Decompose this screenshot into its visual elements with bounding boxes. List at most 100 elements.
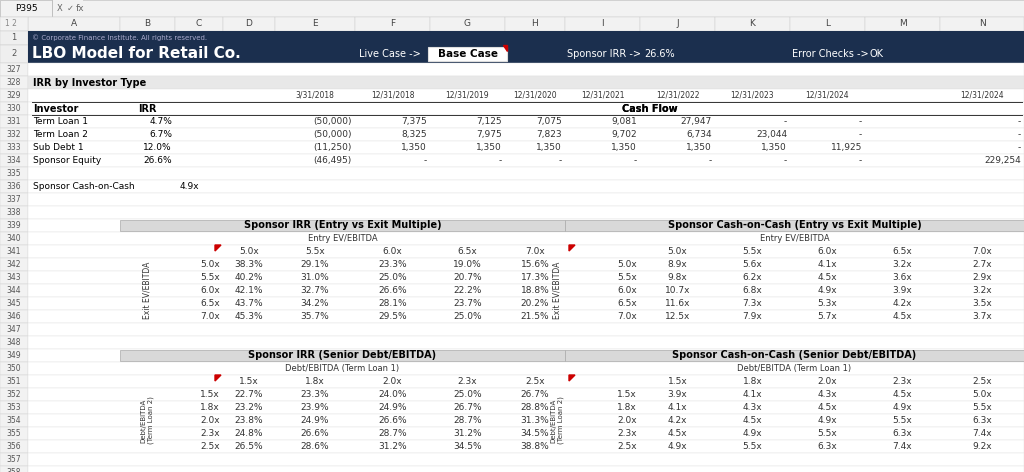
Bar [640, 17, 715, 31]
Text: 4.5x: 4.5x [893, 312, 912, 321]
Text: 2.5x: 2.5x [201, 442, 220, 451]
Text: 8,325: 8,325 [401, 130, 427, 139]
Text: 10.7x: 10.7x [665, 286, 690, 295]
Text: 19.0%: 19.0% [454, 260, 482, 269]
Text: 35.7%: 35.7% [301, 312, 330, 321]
Text: B: B [144, 19, 151, 28]
Bar [0, 115, 28, 128]
Bar [430, 17, 505, 31]
Text: 7.4x: 7.4x [893, 442, 912, 451]
Text: 20.2%: 20.2% [521, 299, 549, 308]
Text: Term Loan 1: Term Loan 1 [33, 117, 88, 126]
Text: 7,075: 7,075 [537, 117, 562, 126]
Text: Sponsor IRR ->: Sponsor IRR -> [567, 49, 641, 59]
Text: 27,947: 27,947 [681, 117, 712, 126]
Bar [0, 154, 28, 167]
Text: (50,000): (50,000) [313, 130, 352, 139]
Text: 2.0x: 2.0x [617, 416, 637, 425]
Bar [0, 271, 28, 284]
Text: G: G [464, 19, 471, 28]
Bar [28, 180, 1024, 193]
Text: 1,350: 1,350 [611, 143, 637, 152]
Text: 347: 347 [7, 325, 22, 334]
Text: (46,495): (46,495) [313, 156, 352, 165]
Text: 26.5%: 26.5% [234, 442, 263, 451]
Text: 31.2%: 31.2% [378, 442, 407, 451]
Bar [865, 17, 940, 31]
Text: 23,044: 23,044 [756, 130, 787, 139]
Text: 338: 338 [7, 208, 22, 217]
Text: 6.5x: 6.5x [458, 247, 477, 256]
Bar [28, 45, 1024, 63]
Text: 26.6%: 26.6% [301, 429, 330, 438]
Text: 6.8x: 6.8x [742, 286, 763, 295]
Text: 26.7%: 26.7% [520, 390, 549, 399]
Text: 348: 348 [7, 338, 22, 347]
Text: 5.0x: 5.0x [201, 260, 220, 269]
Bar [28, 375, 1024, 388]
Text: IRR: IRR [138, 103, 157, 113]
Bar [28, 167, 1024, 180]
Text: 1 2: 1 2 [5, 19, 16, 28]
Text: 8.9x: 8.9x [668, 260, 687, 269]
Bar [28, 297, 1024, 310]
Text: -: - [859, 130, 862, 139]
Bar [0, 414, 28, 427]
Text: 12/31/2020: 12/31/2020 [513, 91, 557, 100]
Text: 334: 334 [7, 156, 22, 165]
Text: 28.1%: 28.1% [378, 299, 407, 308]
Text: Debt/EBITDA
(Term Loan 2): Debt/EBITDA (Term Loan 2) [140, 396, 155, 445]
Text: -: - [1018, 143, 1021, 152]
Text: Debt/EBITDA (Term Loan 1): Debt/EBITDA (Term Loan 1) [737, 364, 852, 373]
Polygon shape [569, 245, 575, 251]
Text: -: - [1018, 130, 1021, 139]
Text: -: - [859, 156, 862, 165]
Bar [275, 103, 1024, 114]
Text: 1.5x: 1.5x [240, 377, 259, 386]
Bar [223, 17, 275, 31]
Text: 5.5x: 5.5x [893, 416, 912, 425]
Bar [0, 141, 28, 154]
Text: 4.7%: 4.7% [150, 117, 172, 126]
Text: 341: 341 [7, 247, 22, 256]
Text: 12.5x: 12.5x [665, 312, 690, 321]
Text: -: - [783, 117, 787, 126]
Bar [120, 17, 175, 31]
Text: 4.9x: 4.9x [818, 416, 838, 425]
Text: 5.5x: 5.5x [817, 429, 838, 438]
Bar [0, 0, 1024, 17]
Bar [0, 193, 28, 206]
Text: 1.8x: 1.8x [305, 377, 325, 386]
Text: 6.0x: 6.0x [617, 286, 637, 295]
Text: 7.4x: 7.4x [972, 429, 992, 438]
Bar [28, 31, 1024, 45]
Text: Sponsor Cash-on-Cash: Sponsor Cash-on-Cash [33, 182, 134, 191]
Text: 26.6%: 26.6% [143, 156, 172, 165]
Text: ✓: ✓ [67, 4, 74, 13]
Text: 5.6x: 5.6x [742, 260, 763, 269]
Bar [715, 17, 790, 31]
Text: 25.0%: 25.0% [378, 273, 407, 282]
Text: Error Checks ->: Error Checks -> [792, 49, 868, 59]
Text: 29.1%: 29.1% [301, 260, 330, 269]
Bar [28, 336, 1024, 349]
Bar [28, 219, 1024, 232]
Text: 34.2%: 34.2% [301, 299, 330, 308]
Text: 6.2x: 6.2x [742, 273, 762, 282]
Bar [565, 350, 1024, 361]
Text: 9.2x: 9.2x [972, 442, 992, 451]
Text: 9,081: 9,081 [611, 117, 637, 126]
Text: Debt/EBITDA (Term Loan 1): Debt/EBITDA (Term Loan 1) [286, 364, 399, 373]
Text: 40.2%: 40.2% [234, 273, 263, 282]
Text: 12/31/2024: 12/31/2024 [961, 91, 1004, 100]
Text: 6,734: 6,734 [686, 130, 712, 139]
Text: 3.2x: 3.2x [893, 260, 912, 269]
Bar [0, 375, 28, 388]
Text: 5.0x: 5.0x [240, 247, 259, 256]
Text: 12/31/2023: 12/31/2023 [731, 91, 774, 100]
Text: Sponsor Equity: Sponsor Equity [33, 156, 101, 165]
Text: Sub Debt 1: Sub Debt 1 [33, 143, 84, 152]
Text: 4.1x: 4.1x [668, 403, 687, 412]
Text: 4.3x: 4.3x [742, 403, 762, 412]
Bar [28, 310, 1024, 323]
